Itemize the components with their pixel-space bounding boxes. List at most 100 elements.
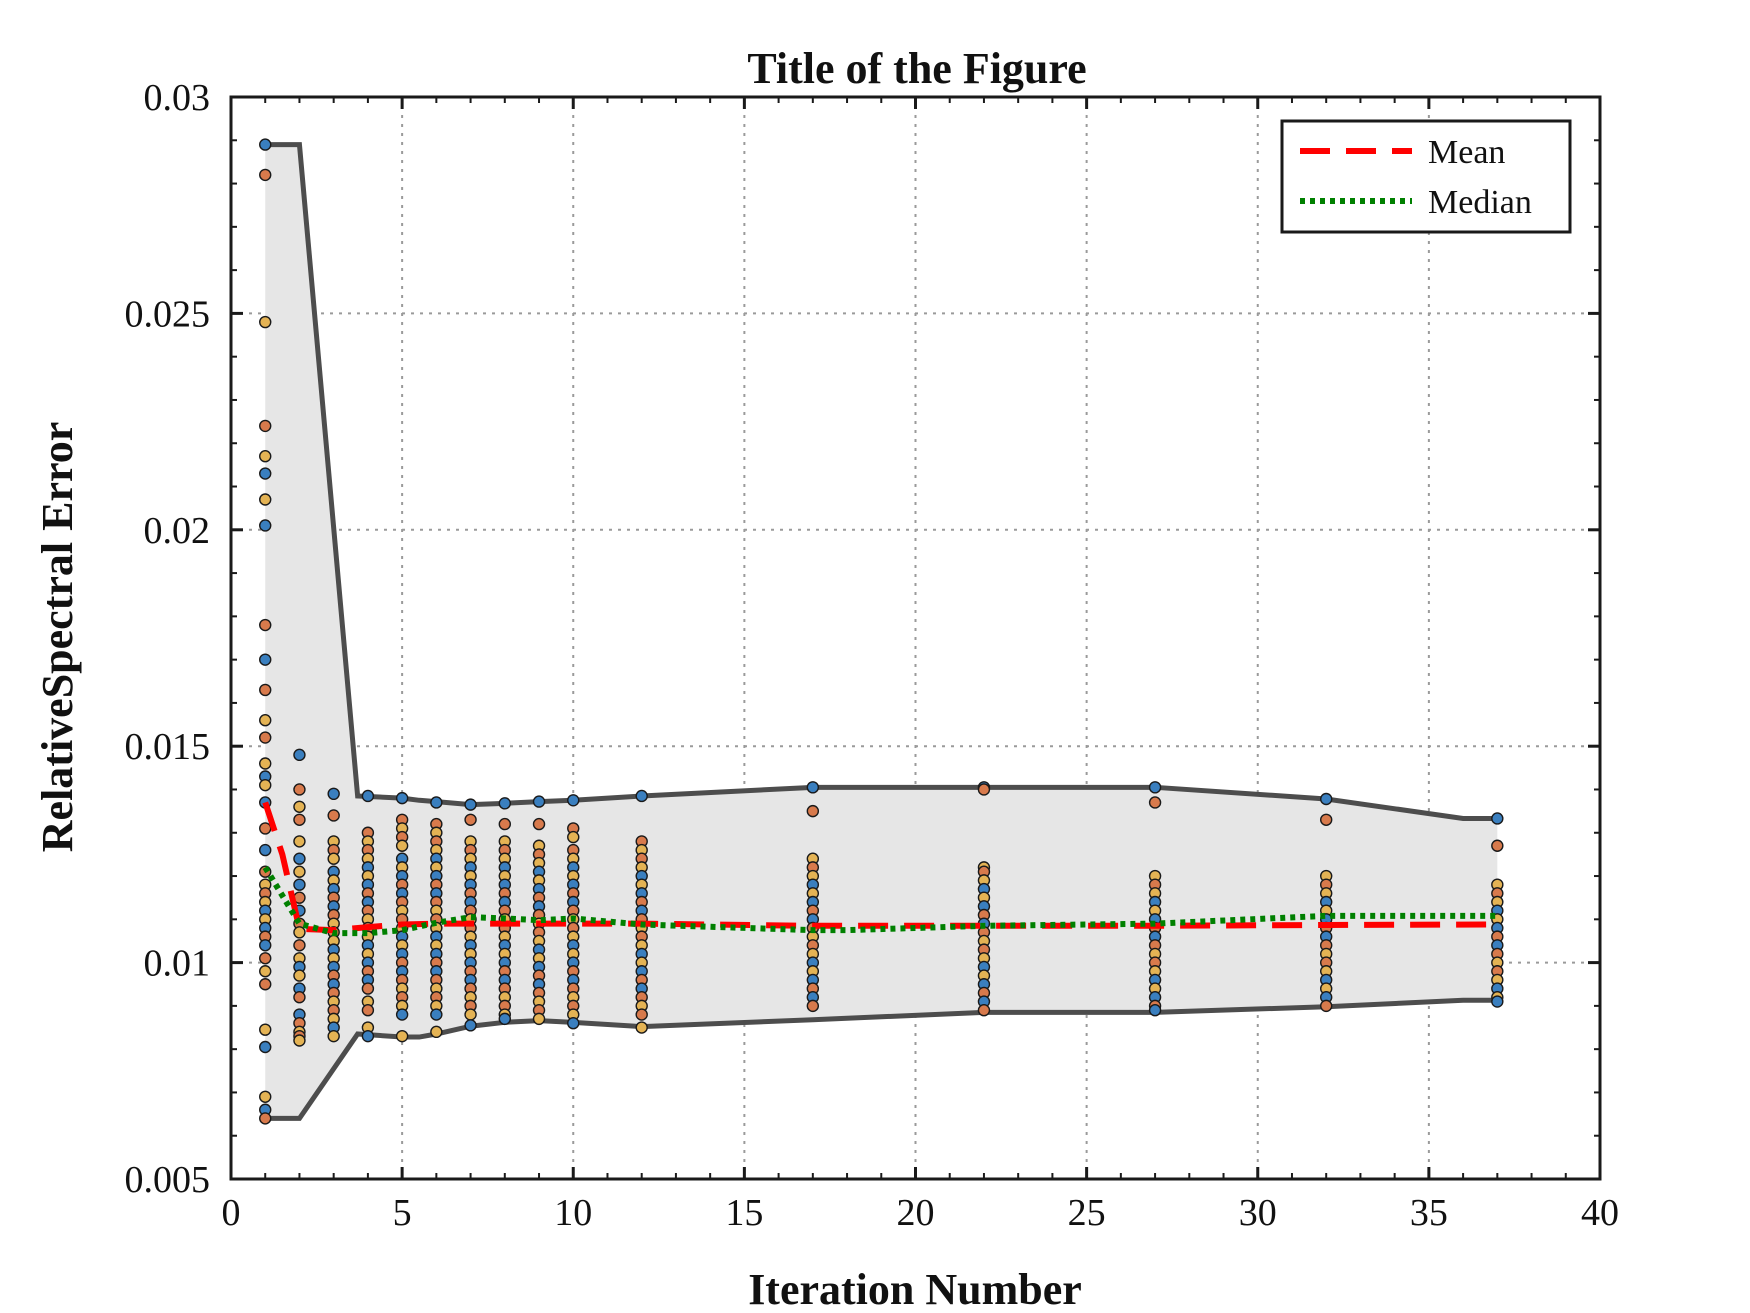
data-point: [395, 791, 409, 805]
data-point: [259, 978, 272, 991]
x-tick-label: 10: [554, 1192, 592, 1234]
data-point: [259, 315, 272, 329]
data-point: [259, 714, 272, 727]
data-point: [259, 419, 272, 433]
data-point: [293, 835, 306, 848]
data-point: [259, 778, 272, 792]
data-point: [259, 138, 272, 151]
data-point: [1319, 792, 1333, 806]
y-tick-label: 0.005: [125, 1159, 211, 1201]
data-point: [977, 783, 991, 796]
data-point: [293, 926, 306, 939]
y-tick-label: 0.01: [144, 943, 211, 985]
data-point: [395, 839, 409, 852]
x-tick-label: 15: [725, 1192, 763, 1234]
data-point: [259, 1090, 272, 1103]
data-point: [498, 797, 511, 810]
y-axis-label: RelativeSpectral Error: [33, 422, 82, 852]
data-point: [567, 830, 580, 844]
data-point: [259, 939, 272, 952]
data-point: [498, 817, 511, 831]
data-point: [259, 1112, 272, 1125]
y-tick-label: 0.03: [144, 77, 211, 119]
data-point: [293, 748, 306, 762]
data-point: [327, 852, 340, 865]
data-point: [259, 1023, 272, 1036]
y-tick-label: 0.015: [125, 726, 211, 768]
data-point: [361, 789, 375, 803]
data-point: [1319, 813, 1333, 826]
data-point: [1148, 796, 1162, 809]
y-tick-label: 0.02: [144, 510, 211, 552]
data-point: [259, 843, 272, 857]
data-point: [259, 731, 272, 744]
statistic-lines: [262, 801, 1498, 937]
data-point: [259, 683, 272, 697]
chart-title: Title of the Figure: [747, 44, 1086, 93]
data-point: [395, 1008, 409, 1021]
data-point: [464, 813, 477, 826]
data-point: [293, 939, 306, 952]
data-point: [395, 1029, 409, 1043]
data-point: [327, 787, 340, 801]
data-point: [1148, 781, 1162, 794]
data-point: [361, 1004, 375, 1017]
data-point: [532, 795, 546, 808]
x-tick-labels: 0 5 10 15 20 25 30 35 40: [222, 1192, 1620, 1234]
data-point: [259, 467, 272, 480]
data-point: [1491, 995, 1504, 1008]
mean-line: [262, 801, 1498, 934]
data-point: [464, 1008, 477, 1021]
data-point: [361, 1029, 375, 1043]
data-point: [327, 1029, 340, 1043]
data-point: [498, 1012, 511, 1026]
data-point: [430, 796, 443, 809]
data-point: [806, 781, 820, 794]
data-point: [635, 789, 648, 803]
data-point: [293, 969, 306, 982]
data-point: [293, 783, 306, 796]
data-point: [259, 450, 272, 463]
data-point: [635, 1008, 648, 1021]
x-tick-label: 5: [393, 1192, 412, 1234]
data-point: [293, 991, 306, 1004]
data-point: [430, 1025, 443, 1039]
scatter-points: [259, 138, 1504, 1125]
data-point: [259, 952, 272, 965]
data-point: [1148, 1004, 1162, 1017]
legend-mean-label: Mean: [1428, 134, 1505, 171]
data-point: [259, 757, 272, 770]
data-point: [1491, 839, 1504, 852]
x-axis-label: Iteration Number: [748, 1265, 1082, 1313]
x-tick-label: 30: [1239, 1192, 1277, 1234]
data-point: [532, 1012, 546, 1026]
data-point: [806, 804, 820, 818]
legend-box: [1280, 119, 1572, 234]
x-tick-label: 25: [1068, 1192, 1106, 1234]
data-point: [464, 1019, 477, 1032]
x-tick-label: 35: [1410, 1192, 1448, 1234]
legend: Mean Median: [1280, 119, 1572, 234]
data-point: [293, 800, 306, 813]
data-point: [635, 1021, 648, 1034]
data-point: [259, 965, 272, 978]
axis-ticks: [229, 95, 1602, 1181]
data-point: [259, 1040, 272, 1054]
legend-median-label: Median: [1428, 184, 1532, 221]
data-point: [259, 822, 272, 835]
data-point: [259, 493, 272, 506]
median-line: [262, 865, 1498, 937]
y-tick-labels: 0.005 0.01 0.015 0.02 0.025 0.03: [125, 77, 211, 1201]
data-point: [293, 813, 306, 826]
data-point: [567, 1016, 580, 1030]
data-point: [1491, 812, 1504, 825]
data-point: [293, 865, 306, 878]
x-tick-label: 40: [1581, 1192, 1619, 1234]
data-point: [361, 982, 375, 995]
data-point: [293, 852, 306, 865]
data-point: [293, 1034, 306, 1047]
x-tick-label: 20: [897, 1192, 935, 1234]
data-point: [567, 794, 580, 807]
data-point: [977, 1004, 991, 1017]
